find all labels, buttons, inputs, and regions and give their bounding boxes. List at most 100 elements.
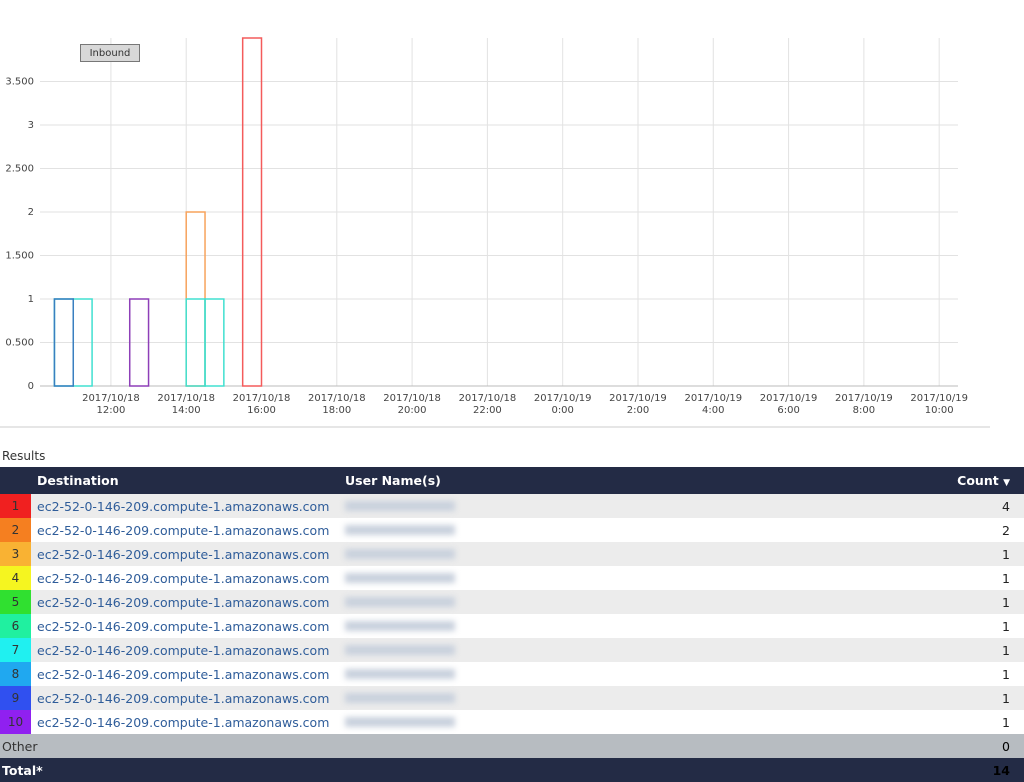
rank-cell: 4 (0, 566, 31, 590)
destination-cell[interactable]: ec2-52-0-146-209.compute-1.amazonaws.com (37, 570, 330, 586)
count-cell: 1 (767, 542, 1024, 566)
destination-cell[interactable]: ec2-52-0-146-209.compute-1.amazonaws.com (37, 618, 330, 634)
y-tick-label: 0 (28, 381, 34, 392)
x-tick-label: 2017/10/19 (684, 393, 742, 404)
x-tick-label: 6:00 (777, 405, 799, 416)
rank-cell: 9 (0, 686, 31, 710)
blurred-user-name (345, 668, 455, 679)
bar (128, 298, 150, 387)
rank-cell: 6 (0, 614, 31, 638)
count-cell: 0 (767, 734, 1024, 758)
blurred-user-name (345, 644, 455, 655)
y-tick-label: 2 (28, 207, 34, 218)
chart: 2017/10/1812:002017/10/1814:002017/10/18… (0, 37, 990, 428)
column-header[interactable]: User Name(s) (339, 467, 768, 494)
x-tick-label: 16:00 (247, 405, 276, 416)
rank-cell: 10 (0, 710, 31, 734)
inbound-button[interactable]: Inbound (80, 44, 140, 62)
x-tick-label: 10:00 (925, 405, 954, 416)
count-cell: 1 (767, 590, 1024, 614)
label-cell: Other (0, 734, 768, 758)
blurred-user-name (345, 572, 455, 583)
column-header[interactable]: Destination (31, 467, 339, 494)
total-row: Total* 14 (0, 758, 1024, 782)
destination-cell[interactable]: ec2-52-0-146-209.compute-1.amazonaws.com (31, 686, 339, 710)
results-label: Results (2, 449, 46, 463)
x-tick-label: 12:00 (96, 405, 125, 416)
header-row: Destination User Name(s) Count ▼ (0, 467, 1024, 494)
count-cell: 14 (767, 758, 1024, 782)
blurred-user-name (345, 716, 455, 727)
table-row: 7 ec2-52-0-146-209.compute-1.amazonaws.co… (0, 638, 1024, 662)
blurred-user-name (345, 596, 455, 607)
count-cell: 1 (767, 638, 1024, 662)
x-tick-label: 2017/10/19 (835, 393, 893, 404)
blurred-user-name (345, 500, 455, 511)
count-cell: 1 (1002, 666, 1010, 682)
x-tick-label: 14:00 (172, 405, 201, 416)
bar (204, 298, 225, 387)
destination-cell[interactable]: ec2-52-0-146-209.compute-1.amazonaws.com (37, 666, 330, 682)
x-tick-label: 4:00 (702, 405, 724, 416)
rank-cell: 1 (0, 494, 31, 518)
y-tick-label: 2.500 (5, 164, 34, 175)
y-tick-label: 1.500 (5, 251, 34, 262)
count-cell: 1 (767, 686, 1024, 710)
results-table: Destination User Name(s) Count ▼ 1 ec2-52… (0, 467, 1024, 782)
sort-icon: ▼ (1003, 478, 1010, 488)
destination-cell[interactable]: ec2-52-0-146-209.compute-1.amazonaws.com (31, 542, 339, 566)
rank-cell: 7 (0, 638, 31, 662)
destination-cell[interactable]: ec2-52-0-146-209.compute-1.amazonaws.com (31, 494, 339, 518)
destination-cell[interactable]: ec2-52-0-146-209.compute-1.amazonaws.com (31, 590, 339, 614)
user-cell (339, 686, 768, 710)
table-row: 9 ec2-52-0-146-209.compute-1.amazonaws.co… (0, 686, 1024, 710)
count-cell: 1 (1002, 618, 1010, 634)
table-row: 5 ec2-52-0-146-209.compute-1.amazonaws.co… (0, 590, 1024, 614)
table-row: 1 ec2-52-0-146-209.compute-1.amazonaws.co… (0, 494, 1024, 518)
blurred-user-name (345, 620, 455, 631)
user-cell (339, 638, 768, 662)
user-cell (339, 494, 768, 518)
count-cell: 1 (1002, 714, 1010, 730)
x-tick-label: 2017/10/19 (910, 393, 968, 404)
rank-header (0, 467, 31, 494)
table-row: 2 ec2-52-0-146-209.compute-1.amazonaws.co… (0, 518, 1024, 542)
y-tick-label: 3 (28, 120, 34, 131)
x-tick-label: 2017/10/18 (233, 393, 291, 404)
rank-cell: 5 (0, 590, 31, 614)
user-cell (339, 566, 768, 590)
count-cell: 4 (767, 494, 1024, 518)
destination-cell[interactable]: ec2-52-0-146-209.compute-1.amazonaws.com (37, 714, 330, 730)
destination-cell[interactable]: ec2-52-0-146-209.compute-1.amazonaws.com (31, 638, 339, 662)
count-cell: 1 (1002, 570, 1010, 586)
rank-cell: 3 (0, 542, 31, 566)
count-cell: 2 (1002, 522, 1010, 538)
y-tick-label: 1 (28, 294, 34, 305)
x-tick-label: 2017/10/18 (308, 393, 366, 404)
blurred-user-name (345, 692, 455, 703)
user-cell (339, 518, 768, 542)
x-tick-label: 2017/10/18 (82, 393, 140, 404)
destination-cell[interactable]: ec2-52-0-146-209.compute-1.amazonaws.com (37, 522, 330, 538)
table-row: 10 ec2-52-0-146-209.compute-1.amazonaws.c… (0, 710, 1024, 734)
x-tick-label: 2:00 (627, 405, 649, 416)
x-tick-label: 22:00 (473, 405, 502, 416)
user-cell (339, 662, 768, 686)
x-tick-label: 8:00 (853, 405, 875, 416)
x-tick-label: 2017/10/18 (383, 393, 441, 404)
column-header[interactable]: Count ▼ (767, 467, 1024, 494)
user-cell (339, 614, 768, 638)
x-tick-label: 2017/10/18 (157, 393, 215, 404)
x-tick-label: 2017/10/19 (534, 393, 592, 404)
other-row: Other 0 (0, 734, 1024, 758)
blurred-user-name (345, 524, 455, 535)
x-tick-label: 18:00 (322, 405, 351, 416)
bar (53, 298, 75, 387)
column-header-text: Count (957, 473, 999, 488)
table-row: 8 ec2-52-0-146-209.compute-1.amazonaws.co… (0, 662, 1024, 686)
user-cell (339, 710, 768, 734)
table-row: 6 ec2-52-0-146-209.compute-1.amazonaws.co… (0, 614, 1024, 638)
user-cell (339, 590, 768, 614)
x-tick-label: 20:00 (398, 405, 427, 416)
